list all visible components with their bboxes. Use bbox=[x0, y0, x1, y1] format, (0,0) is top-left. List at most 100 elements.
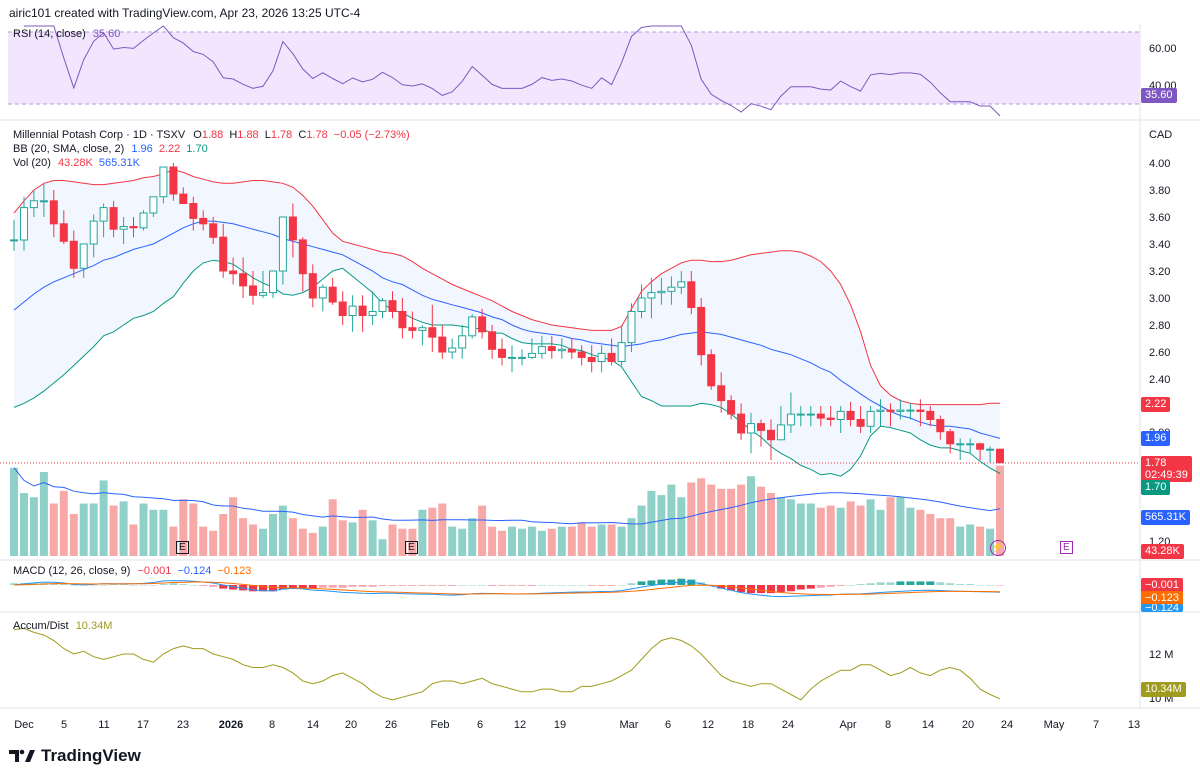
candle bbox=[906, 403, 915, 420]
macd-histogram-bar bbox=[996, 585, 1004, 586]
candle-body bbox=[577, 351, 586, 358]
candle-body bbox=[587, 356, 596, 362]
candle-body bbox=[776, 424, 785, 441]
candle bbox=[89, 214, 98, 258]
time-axis-label: 12 bbox=[513, 719, 527, 731]
candle bbox=[288, 203, 297, 258]
macd-histogram-bar bbox=[956, 584, 965, 585]
macd-histogram-bar bbox=[368, 585, 377, 587]
candle-body bbox=[747, 423, 755, 434]
volume-bar bbox=[587, 526, 596, 556]
candle bbox=[468, 314, 477, 339]
candle bbox=[697, 298, 706, 366]
symbol-title[interactable]: Millennial Potash Corp · 1D · TSXV bbox=[13, 129, 186, 141]
candle bbox=[99, 203, 108, 238]
macd-histogram-bar bbox=[209, 585, 218, 587]
candle bbox=[647, 277, 656, 319]
ohlc-change: −0.05 (−2.73%) bbox=[333, 129, 410, 141]
bb-basis-badge: 1.96 bbox=[1141, 431, 1171, 446]
candle bbox=[527, 338, 536, 359]
volume-bar bbox=[69, 514, 78, 556]
earnings-marker-1[interactable]: E bbox=[176, 541, 189, 554]
candle-body bbox=[527, 352, 536, 358]
candle bbox=[20, 196, 28, 251]
bb-upper-line bbox=[13, 169, 1000, 406]
macd-histogram-bar bbox=[547, 585, 556, 586]
volume-bar bbox=[278, 505, 287, 556]
candle-body bbox=[667, 286, 676, 292]
candle-body bbox=[348, 305, 357, 317]
candle bbox=[478, 308, 487, 339]
macd-hist-value: −0.001 bbox=[137, 565, 172, 577]
vol-value: 43.28K bbox=[57, 157, 93, 169]
volume-bar bbox=[976, 526, 985, 556]
candle bbox=[428, 304, 437, 352]
candle-body bbox=[29, 200, 38, 209]
price-axis-label: 4.00 bbox=[1149, 158, 1171, 170]
macd-histogram-bar bbox=[587, 585, 596, 586]
volume-bar bbox=[667, 484, 676, 556]
bb-basis-line bbox=[13, 220, 1001, 439]
macd-histogram-bar bbox=[786, 585, 795, 592]
volume-bar bbox=[318, 526, 327, 556]
bb-lower-badge: 1.70 bbox=[1141, 480, 1171, 495]
lightning-icon[interactable]: ⚡ bbox=[990, 540, 1006, 556]
volume-bar bbox=[288, 518, 297, 556]
earnings-marker-2[interactable]: E bbox=[405, 541, 418, 554]
macd-histogram-bar bbox=[727, 585, 736, 591]
candle bbox=[567, 338, 576, 359]
volume-bar bbox=[10, 467, 18, 556]
candle-body bbox=[607, 352, 616, 362]
macd-histogram-bar bbox=[478, 585, 487, 586]
macd-histogram-bar bbox=[249, 585, 257, 592]
candle bbox=[119, 217, 128, 244]
macd-histogram-bar bbox=[806, 585, 815, 589]
volume-bar bbox=[328, 499, 337, 556]
volume-bar bbox=[557, 526, 566, 556]
volume-bar bbox=[219, 514, 228, 556]
candle-body bbox=[717, 385, 726, 402]
candle-body bbox=[189, 203, 198, 219]
ad-legend-value: 10.34M bbox=[75, 620, 113, 632]
candle-body bbox=[936, 419, 945, 433]
candle-body bbox=[786, 413, 795, 426]
macd-histogram-bar bbox=[856, 584, 865, 585]
candle bbox=[308, 264, 317, 308]
volume-bar bbox=[458, 528, 467, 556]
macd-histogram-bar bbox=[876, 582, 885, 585]
macd-histogram-bar bbox=[617, 585, 626, 586]
ohlc-close: 1.78 bbox=[306, 129, 328, 141]
candle-body bbox=[20, 207, 28, 241]
volume-bar bbox=[786, 499, 795, 556]
candle-body bbox=[767, 429, 775, 441]
last-price-value: 1.78 bbox=[1145, 457, 1167, 469]
macd-histogram-bar bbox=[657, 579, 666, 585]
macd-signal-value: −0.123 bbox=[217, 565, 252, 577]
candle-body bbox=[856, 419, 865, 427]
candle-body bbox=[69, 240, 78, 269]
macd-histogram-bar bbox=[328, 585, 337, 588]
macd-histogram-bar bbox=[846, 585, 855, 586]
candle-body bbox=[298, 239, 307, 275]
candle bbox=[149, 196, 158, 217]
rsi-legend-value: 35.60 bbox=[92, 28, 121, 40]
candle bbox=[846, 401, 855, 427]
macd-histogram-bar bbox=[229, 585, 238, 590]
time-axis-label: 12 bbox=[701, 719, 715, 731]
volume-bar bbox=[896, 497, 905, 556]
candle bbox=[956, 438, 965, 460]
candle-body bbox=[518, 356, 526, 359]
volume-bar bbox=[856, 505, 865, 556]
volume-bar bbox=[518, 528, 526, 556]
earnings-marker-upcoming[interactable]: E bbox=[1060, 541, 1073, 554]
macd-histogram-bar bbox=[796, 585, 805, 590]
candle bbox=[816, 406, 825, 427]
macd-histogram-bar bbox=[149, 585, 158, 586]
volume-bar bbox=[607, 524, 616, 556]
time-axis-label: 14 bbox=[921, 719, 935, 731]
volume-bar bbox=[946, 518, 955, 556]
macd-histogram-bar bbox=[10, 583, 18, 585]
volume-bar bbox=[926, 514, 935, 556]
candle bbox=[498, 338, 506, 366]
